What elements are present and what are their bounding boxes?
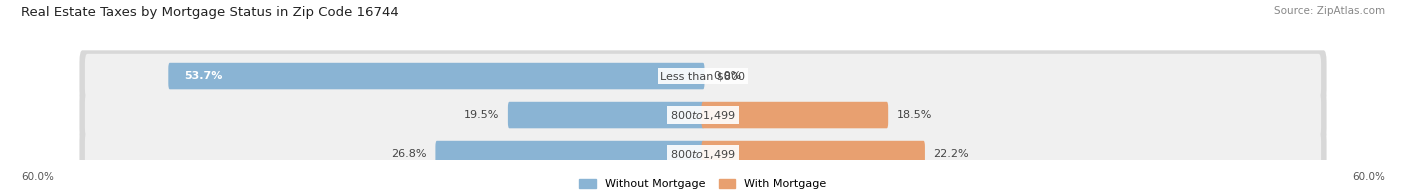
FancyBboxPatch shape [702,141,925,167]
Text: $800 to $1,499: $800 to $1,499 [671,148,735,160]
FancyBboxPatch shape [79,89,1327,141]
FancyBboxPatch shape [436,141,704,167]
FancyBboxPatch shape [169,63,704,89]
Legend: Without Mortgage, With Mortgage: Without Mortgage, With Mortgage [579,179,827,190]
FancyBboxPatch shape [84,93,1322,137]
Text: Less than $800: Less than $800 [661,71,745,81]
FancyBboxPatch shape [79,50,1327,102]
Text: 60.0%: 60.0% [1353,172,1385,182]
Text: 0.0%: 0.0% [713,71,741,81]
Text: 22.2%: 22.2% [934,149,969,159]
FancyBboxPatch shape [702,102,889,128]
FancyBboxPatch shape [79,128,1327,180]
Text: 19.5%: 19.5% [464,110,499,120]
Text: 26.8%: 26.8% [391,149,427,159]
FancyBboxPatch shape [84,132,1322,176]
FancyBboxPatch shape [508,102,704,128]
Text: 18.5%: 18.5% [897,110,932,120]
FancyBboxPatch shape [84,54,1322,98]
Text: Source: ZipAtlas.com: Source: ZipAtlas.com [1274,6,1385,16]
Text: 53.7%: 53.7% [184,71,224,81]
Text: Real Estate Taxes by Mortgage Status in Zip Code 16744: Real Estate Taxes by Mortgage Status in … [21,6,399,19]
Text: $800 to $1,499: $800 to $1,499 [671,109,735,121]
Text: 60.0%: 60.0% [21,172,53,182]
